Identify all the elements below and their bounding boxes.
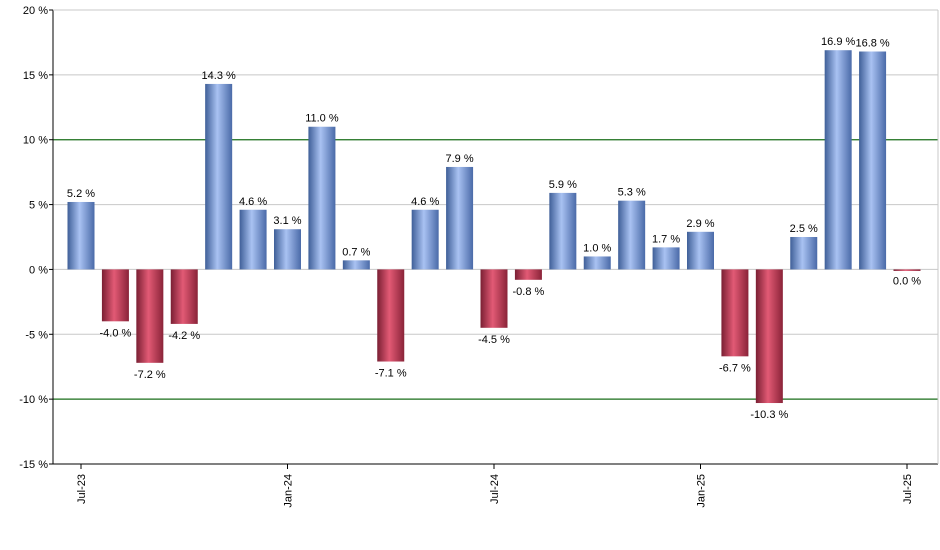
- data-label: 1.0 %: [583, 242, 611, 254]
- data-label: 5.3 %: [618, 187, 646, 199]
- data-label: -7.1 %: [375, 368, 407, 380]
- data-label: -4.5 %: [478, 334, 510, 346]
- data-label: 14.3 %: [202, 70, 236, 82]
- x-tick-label: Jul-24: [489, 474, 501, 504]
- bar: [136, 269, 164, 363]
- bar: [549, 192, 577, 270]
- bar: [446, 166, 474, 270]
- bar: [687, 231, 714, 270]
- data-label: 16.9 %: [821, 36, 855, 48]
- data-labels: 5.2 % -4.0 % -7.2 % -4.2 % 14.3 % 4.6 % 3.1 % 1…: [67, 36, 921, 421]
- x-tick-label: Jul-25: [902, 474, 914, 504]
- bar: [411, 209, 439, 270]
- bar: [721, 269, 749, 357]
- data-label: 7.9 %: [446, 153, 474, 165]
- bar: [480, 269, 508, 328]
- bar: [824, 50, 852, 270]
- x-tick-labels: Jul-23 Jan-24 Jul-24 Jan-25 Jul-25: [76, 474, 914, 508]
- x-tick-label: Jan-25: [696, 474, 708, 508]
- y-tick-label: -15 %: [19, 459, 48, 471]
- data-label: 0.0 %: [893, 275, 921, 287]
- bar: [652, 247, 680, 270]
- bar: [67, 201, 95, 270]
- bar: [274, 229, 301, 270]
- bar: [514, 269, 542, 280]
- data-label: 2.5 %: [790, 223, 818, 235]
- bar: [377, 269, 405, 362]
- y-tick-label: 20 %: [23, 5, 48, 17]
- bar: [893, 269, 921, 271]
- reference-lines: [53, 139, 938, 400]
- bar: [618, 200, 646, 270]
- y-tick-label: 5 %: [29, 200, 48, 212]
- data-label: -7.2 %: [134, 369, 166, 381]
- data-label: -6.7 %: [719, 362, 751, 374]
- data-label: 1.7 %: [652, 233, 680, 245]
- data-label: -4.2 %: [168, 330, 200, 342]
- data-label: 4.6 %: [239, 196, 267, 208]
- data-label: 11.0 %: [305, 113, 339, 125]
- bar: [790, 237, 818, 270]
- data-label: -4.0 %: [100, 327, 132, 339]
- bar: [170, 269, 198, 324]
- bar: [239, 209, 267, 270]
- x-tick-label: Jan-24: [283, 474, 295, 508]
- data-label: -0.8 %: [513, 286, 545, 298]
- data-label: -10.3 %: [750, 409, 788, 421]
- y-tick-label: 15 %: [23, 70, 48, 82]
- axes: [49, 9, 939, 469]
- data-label: 5.2 %: [67, 188, 95, 200]
- y-tick-label: 10 %: [23, 135, 48, 147]
- data-label: 4.6 %: [411, 196, 439, 208]
- data-label: 3.1 %: [273, 215, 301, 227]
- data-label: 5.9 %: [549, 179, 577, 191]
- data-label: 16.8 %: [855, 38, 889, 50]
- y-tick-label: -10 %: [19, 394, 48, 406]
- y-tick-labels: 20 % 15 % 10 % 5 % 0 % -5 % -10 % -15 %: [19, 5, 48, 471]
- x-tick-label: Jul-23: [76, 474, 88, 504]
- bar: [859, 51, 887, 270]
- bars: [67, 50, 921, 404]
- bar: [308, 126, 336, 270]
- bar: [342, 260, 370, 270]
- bar: [755, 269, 783, 404]
- data-label: 2.9 %: [686, 218, 714, 230]
- y-tick-label: 0 %: [29, 264, 48, 276]
- data-label: 0.7 %: [342, 246, 370, 258]
- bar: [205, 83, 233, 270]
- y-tick-label: -5 %: [25, 329, 48, 341]
- bar: [583, 256, 611, 270]
- bar: [101, 269, 129, 322]
